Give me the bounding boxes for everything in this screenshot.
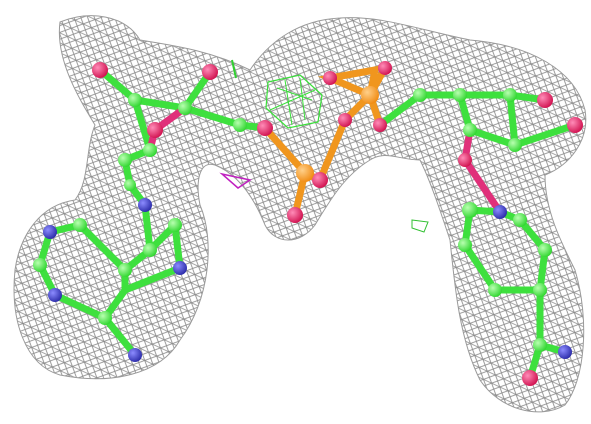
- oxygen-atoms: [92, 61, 583, 386]
- nitrogen-atoms: [43, 198, 572, 362]
- phosphorus-atoms: [296, 86, 379, 182]
- carbon-atoms: [33, 88, 552, 352]
- atoms: [33, 61, 583, 386]
